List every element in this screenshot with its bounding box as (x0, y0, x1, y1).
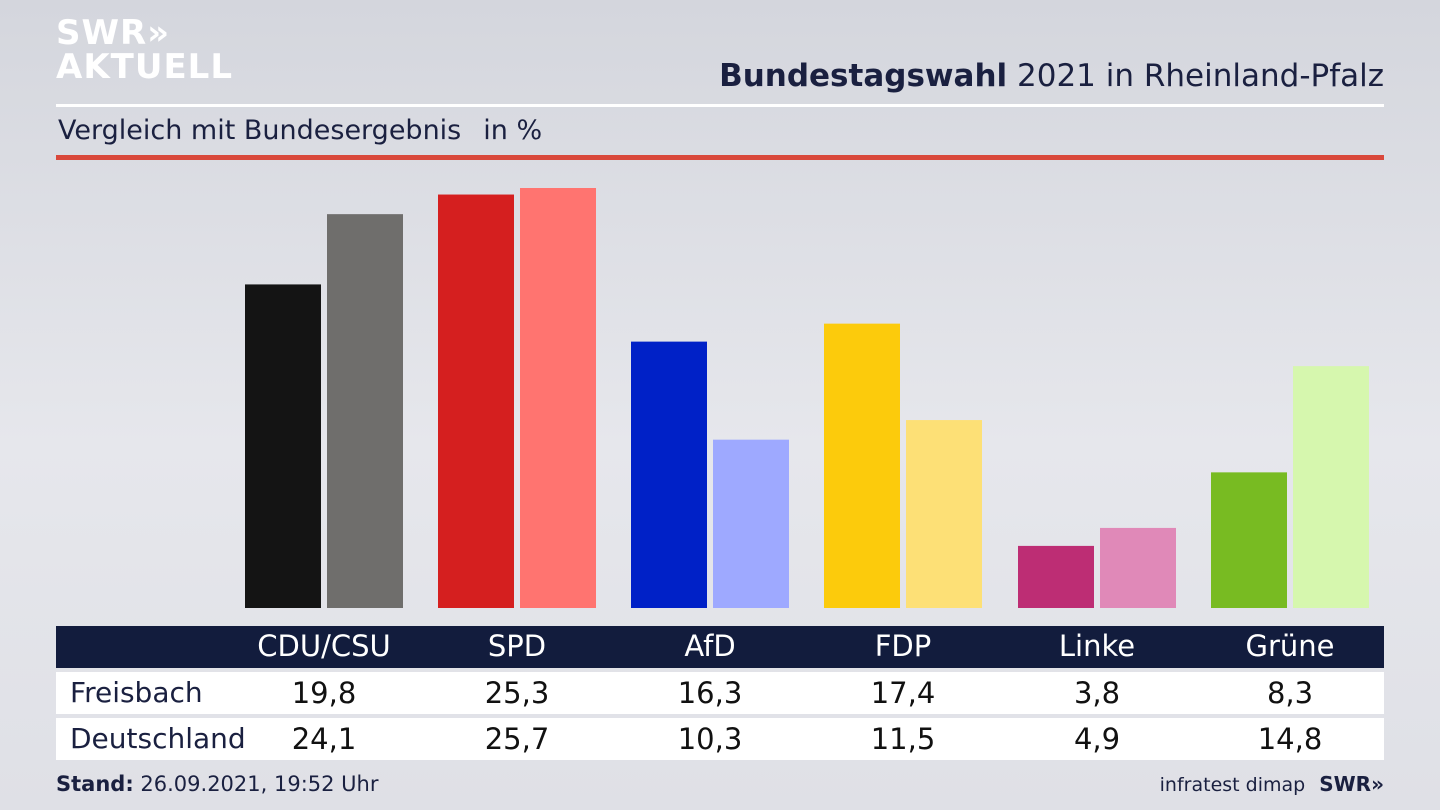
column-header: CDU/CSU (257, 629, 391, 663)
source-label: infratest dimap (1159, 774, 1306, 796)
column-header: Linke (1058, 629, 1136, 663)
title-rest: 2021 in Rheinland-Pfalz (1007, 58, 1384, 94)
table-cell: 4,9 (1073, 722, 1121, 756)
table-cell: 25,3 (484, 676, 550, 710)
swr-footer-logo: SWR» (1319, 772, 1384, 796)
column-header: AfD (684, 629, 736, 663)
bar-linke-freisbach (1018, 545, 1094, 608)
page-title: Bundestagswahl 2021 in Rheinland-Pfalz (719, 58, 1384, 94)
column-header: FDP (874, 629, 932, 663)
table-cell: 14,8 (1257, 722, 1323, 756)
stand-label: Stand: (56, 772, 134, 796)
bar-fdp-deutschland (906, 420, 982, 608)
source-credit: infratest dimap SWR» (1160, 772, 1384, 796)
table-cell: 3,8 (1073, 676, 1121, 710)
table-cell: 16,3 (677, 676, 743, 710)
table-cell: 8,3 (1266, 676, 1314, 710)
row-label: Freisbach (70, 676, 203, 709)
chart-subtitle: Vergleich mit Bundesergebnis in % (58, 115, 542, 146)
results-table: CDU/CSU SPD AfD FDP Linke Grüne Freisbach 19,… (56, 626, 1384, 760)
table-cell: 17,4 (870, 676, 936, 710)
bar-cdu-csu-deutschland (327, 214, 403, 608)
title-bold: Bundestagswahl (719, 58, 1008, 94)
row-label: Deutschland (70, 722, 246, 755)
table-row: Freisbach 19,8 25,3 16,3 17,4 3,8 8,3 (56, 672, 1384, 714)
logo-line-swr: SWR» (56, 13, 171, 53)
bar-grüne-freisbach (1211, 472, 1287, 608)
bar-spd-freisbach (438, 194, 514, 608)
timestamp: Stand: 26.09.2021, 19:52 Uhr (56, 772, 379, 796)
unit-label: in % (483, 115, 543, 146)
bar-afd-deutschland (713, 439, 789, 608)
column-header: Grüne (1245, 629, 1335, 663)
accent-divider (56, 155, 1384, 160)
title-divider (56, 104, 1384, 107)
logo-line-aktuell: AKTUELL (56, 47, 234, 87)
table-cell: 25,7 (484, 722, 550, 756)
table-cell: 24,1 (291, 722, 357, 756)
swr-aktuell-logo: SWR» AKTUELL (56, 16, 233, 84)
table-cell: 19,8 (291, 676, 357, 710)
table-header-row: CDU/CSU SPD AfD FDP Linke Grüne (56, 626, 1384, 668)
stand-value: 26.09.2021, 19:52 Uhr (133, 772, 379, 796)
bar-afd-freisbach (631, 341, 707, 608)
bar-grüne-deutschland (1293, 366, 1369, 608)
bar-fdp-freisbach (824, 323, 900, 608)
bar-cdu-csu-freisbach (245, 284, 321, 608)
subtitle-text: Vergleich mit Bundesergebnis (58, 115, 462, 146)
bar-spd-deutschland (520, 188, 596, 608)
table-cell: 10,3 (677, 722, 743, 756)
table-cell: 11,5 (870, 722, 936, 756)
table-row: Deutschland 24,1 25,7 10,3 11,5 4,9 14,8 (56, 718, 1384, 760)
bar-linke-deutschland (1100, 527, 1176, 608)
column-header: SPD (487, 629, 547, 663)
